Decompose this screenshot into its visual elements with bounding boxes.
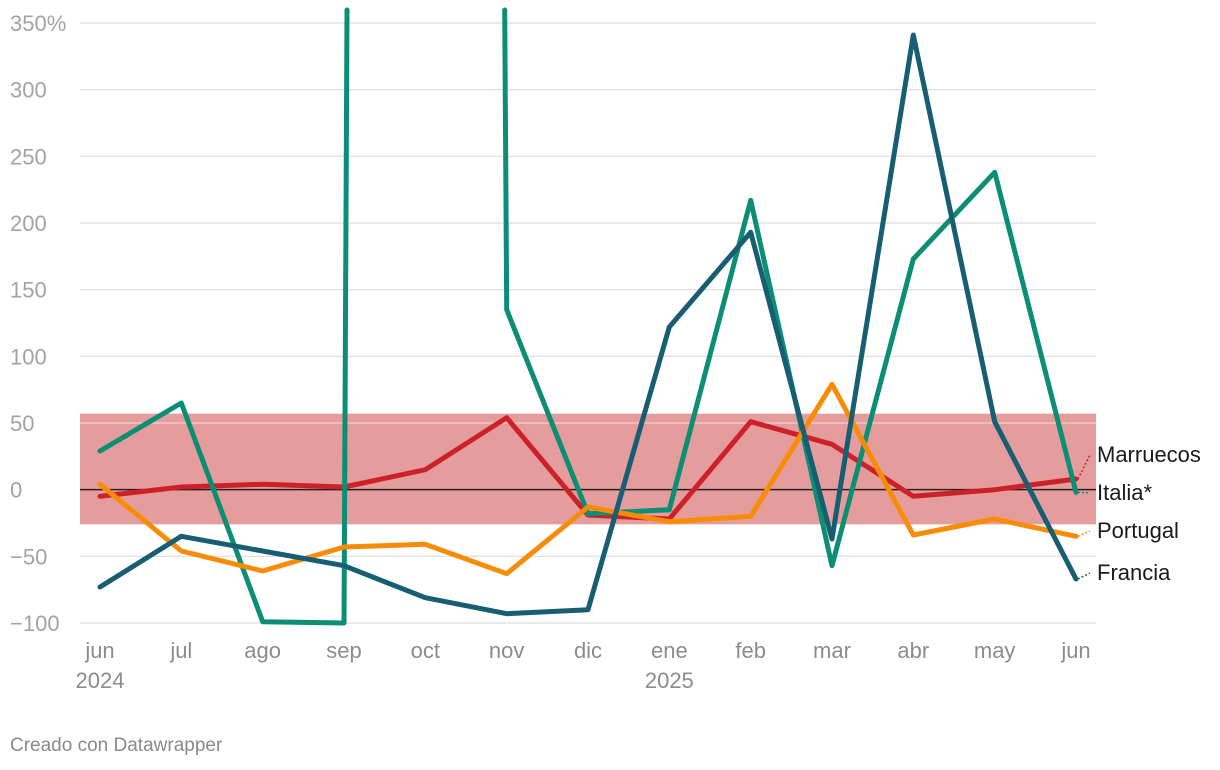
series-label: Francia xyxy=(1097,560,1171,585)
x-tick-label: may xyxy=(974,638,1016,663)
series-lines xyxy=(97,7,1079,626)
y-tick-label: 300 xyxy=(10,78,47,103)
y-tick-label: 150 xyxy=(10,278,47,303)
x-tick-label: ago xyxy=(244,638,281,663)
x-tick-label: oct xyxy=(411,638,440,663)
credit-text: Creado con Datawrapper xyxy=(10,735,223,756)
x-tick-label: jun xyxy=(1060,638,1090,663)
series-label-connector xyxy=(1077,572,1091,580)
x-tick-label: abr xyxy=(897,638,929,663)
y-tick-label: −50 xyxy=(10,544,47,569)
series-label: Marruecos xyxy=(1097,442,1201,467)
series-label: Portugal xyxy=(1097,518,1179,543)
y-tick-label: 100 xyxy=(10,344,47,369)
gridlines xyxy=(80,22,1096,624)
y-axis-ticks: 350% 300 250 200 150 100 50 0 −50 −100 xyxy=(10,11,66,636)
x-year-label: 2025 xyxy=(645,668,694,693)
series-line-portugal xyxy=(97,381,1079,577)
x-tick-label: jul xyxy=(169,638,192,663)
y-tick-label: 250 xyxy=(10,144,47,169)
x-tick-label: nov xyxy=(489,638,524,663)
series-label-connector xyxy=(1077,454,1091,480)
x-tick-label: mar xyxy=(813,638,851,663)
series-line-italia xyxy=(97,7,1079,626)
series-label: Italia* xyxy=(1097,480,1152,505)
y-tick-label: −100 xyxy=(10,611,60,636)
series-line-francia xyxy=(97,32,1079,617)
x-tick-label: jun xyxy=(84,638,114,663)
x-tick-label: feb xyxy=(735,638,766,663)
series-labels: Marruecos Italia* Portugal Francia xyxy=(1077,442,1201,585)
x-axis-ticks: jun jul ago sep oct nov dic ene feb mar abr may jun 2… xyxy=(76,638,1091,693)
x-tick-label: ene xyxy=(651,638,688,663)
x-year-label: 2024 xyxy=(76,668,125,693)
y-tick-label: 0 xyxy=(10,478,22,503)
x-tick-label: dic xyxy=(574,638,602,663)
x-tick-label: sep xyxy=(326,638,361,663)
series-label-connector xyxy=(1077,530,1091,538)
y-tick-label: 50 xyxy=(10,411,34,436)
y-tick-label: 350% xyxy=(10,11,66,36)
y-tick-label: 200 xyxy=(10,211,47,236)
